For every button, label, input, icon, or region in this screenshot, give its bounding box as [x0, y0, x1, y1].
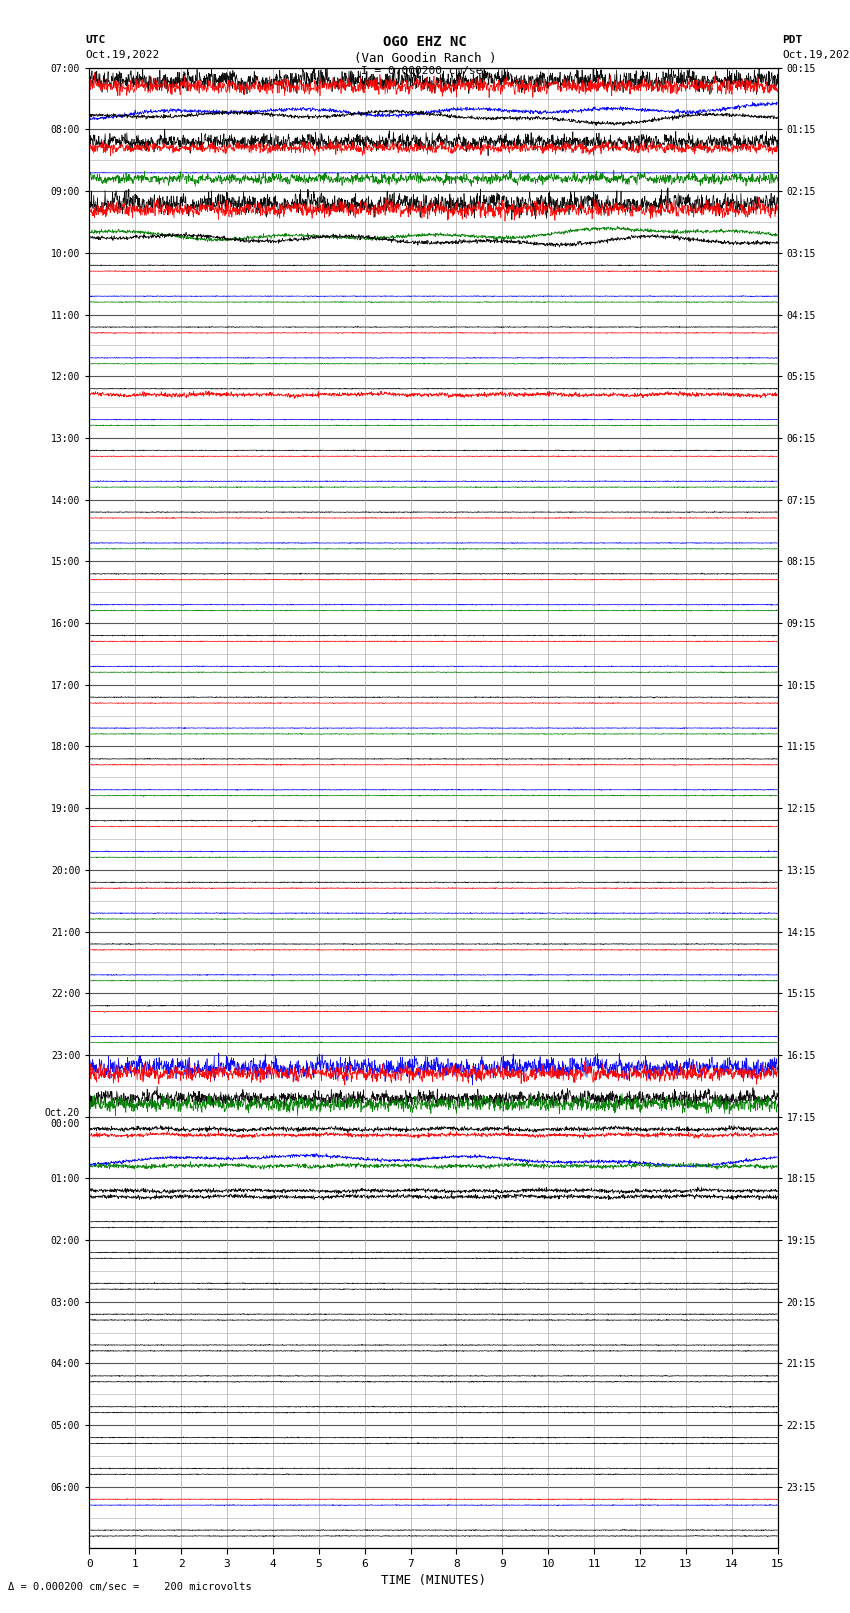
Text: PDT: PDT	[782, 35, 802, 45]
Text: Oct.19,2022: Oct.19,2022	[782, 50, 850, 60]
Text: (Van Goodin Ranch ): (Van Goodin Ranch )	[354, 52, 496, 65]
Text: UTC: UTC	[85, 35, 105, 45]
Text: I = 0.000200 cm/sec: I = 0.000200 cm/sec	[361, 66, 489, 76]
X-axis label: TIME (MINUTES): TIME (MINUTES)	[381, 1574, 486, 1587]
Text: OGO EHZ NC: OGO EHZ NC	[383, 35, 467, 50]
Text: Oct.19,2022: Oct.19,2022	[85, 50, 159, 60]
Text: Δ = 0.000200 cm/sec =    200 microvolts: Δ = 0.000200 cm/sec = 200 microvolts	[8, 1582, 252, 1592]
